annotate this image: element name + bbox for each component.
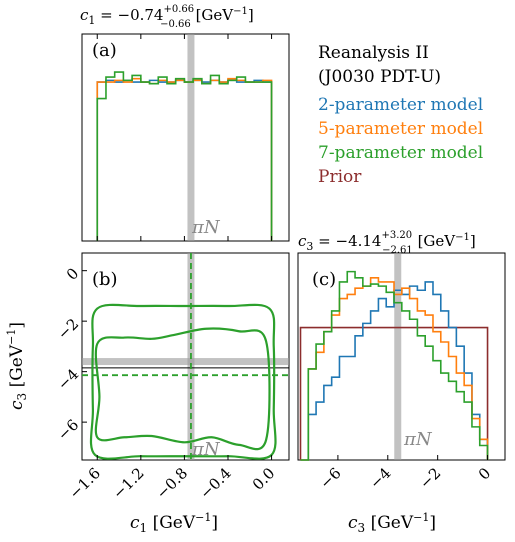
panel-a-hist-5p — [96, 77, 273, 241]
panel-b-label: (b) — [92, 269, 118, 290]
panel-b-xtick-label-1: −1.2 — [109, 464, 147, 502]
panel-a-label: (a) — [92, 40, 117, 61]
panel-c-xtick-label-1: −4 — [366, 464, 394, 492]
panel-c-prior — [299, 326, 489, 460]
legend-item-5p: 5-parameter model — [318, 119, 483, 139]
legend-header-1: Reanalysis II — [318, 43, 429, 63]
panel-a-hist-2p — [96, 79, 273, 241]
xlabel-c1: c1 [GeV−1] — [130, 511, 218, 535]
panel-a-piN-band — [187, 34, 195, 241]
panel-b-ytick-label-1: −2 — [54, 315, 82, 343]
title-c3: c3 = −4.14+3.20 −2.61 [GeV−1] — [298, 230, 476, 256]
panel-b-xtick-label-0: −1.6 — [66, 464, 104, 502]
panel-b-piN-hband — [82, 358, 289, 366]
panel-c-frame — [297, 252, 506, 461]
legend-item-2p: 2-parameter model — [318, 95, 483, 115]
panel-b-contour-inner — [94, 327, 271, 451]
panel-c-piN-band — [394, 253, 402, 460]
panel-b-xtick-label-3: −0.4 — [196, 464, 234, 502]
panel-b-ytick-label-0: 0 — [63, 264, 82, 283]
panel-c-hist-7p — [300, 270, 489, 461]
title-c1: c1 = −0.74+0.66 −0.66 [GeV−1] — [80, 4, 254, 30]
panel-c-xtick-label-0: −6 — [316, 464, 344, 492]
panel-c-hist-2p — [300, 281, 489, 461]
panel-a-c1-histogram: (a) πN — [81, 33, 290, 242]
panel-b-piN-label: πN — [191, 439, 221, 460]
panel-c-piN-label: πN — [403, 429, 433, 450]
panel-c-xtick-label-2: −2 — [416, 464, 444, 492]
panel-b-c1-c3-contour: −1.6 −1.2 −0.8 −0.4 0.0 0 −2 −4 −6 (b) πN — [54, 252, 290, 503]
panel-a-piN-label: πN — [191, 217, 221, 238]
panel-b-ytick-label-3: −6 — [54, 416, 82, 444]
panel-c-label: (c) — [312, 269, 336, 290]
panel-b-frame — [81, 252, 290, 461]
legend-item-7p: 7-parameter model — [318, 143, 483, 163]
legend-item-prior: Prior — [318, 167, 362, 187]
xlabel-c3: c3 [GeV−1] — [348, 511, 436, 535]
legend: Reanalysis II (J0030 PDT-U) 2-parameter … — [318, 43, 483, 187]
panel-b-contour-outer — [89, 303, 277, 460]
panel-b-ytick-label-2: −4 — [54, 365, 82, 393]
panel-c-xtick-label-3: 0 — [475, 464, 494, 483]
panel-a-hist-7p — [96, 71, 273, 241]
panel-b-xtick-label-4: 0.0 — [249, 464, 279, 494]
ylabel-c3: c3 [GeV−1] — [5, 322, 29, 410]
panel-a-frame — [81, 33, 290, 242]
legend-header-2: (J0030 PDT-U) — [318, 67, 441, 87]
panel-c-c3-histogram: −6 −4 −2 0 (c) πN — [297, 252, 506, 492]
panel-b-xtick-label-2: −0.8 — [153, 464, 191, 502]
